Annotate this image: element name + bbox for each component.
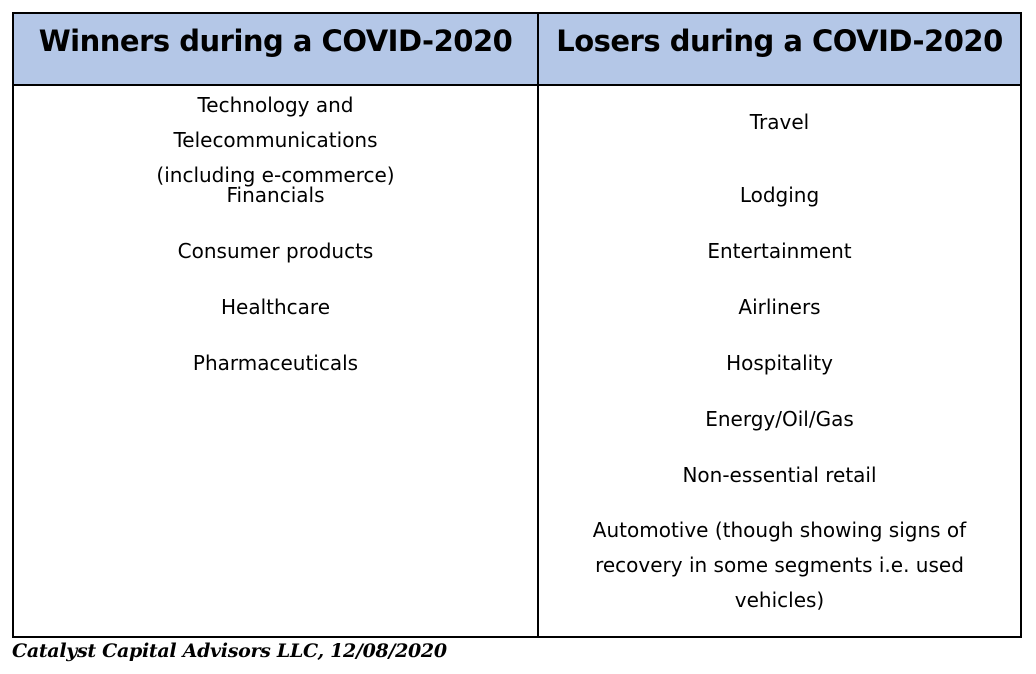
winner-item-technology: Technology and Telecommunications (inclu… [156,93,395,187]
winner-item-pharmaceuticals: Pharmaceuticals [192,351,359,375]
column-divider [537,14,539,636]
loser-item-entertainment: Entertainment [707,239,852,263]
losers-header: Losers during a COVID-2020 [556,24,1003,58]
loser-item-travel: Travel [749,110,810,134]
table-header: Winners during a COVID-2020 Losers durin… [14,14,1020,86]
loser-item-airliners: Airliners [738,295,821,319]
loser-item-hospitality: Hospitality [726,351,833,375]
winner-item-consumer-products: Consumer products [177,239,374,263]
winners-header: Winners during a COVID-2020 [38,24,513,58]
loser-item-energy: Energy/Oil/Gas [705,407,854,431]
sectors-table: Winners during a COVID-2020 Losers durin… [12,12,1022,638]
loser-item-automotive: Automotive (though showing signs of reco… [592,518,967,612]
source-caption: Catalyst Capital Advisors LLC, 12/08/202… [12,640,447,662]
winner-item-healthcare: Healthcare [220,295,330,319]
loser-item-lodging: Lodging [739,183,820,207]
winner-item-financials: Financials [226,183,325,207]
loser-item-non-essential-retail: Non-essential retail [682,463,877,487]
